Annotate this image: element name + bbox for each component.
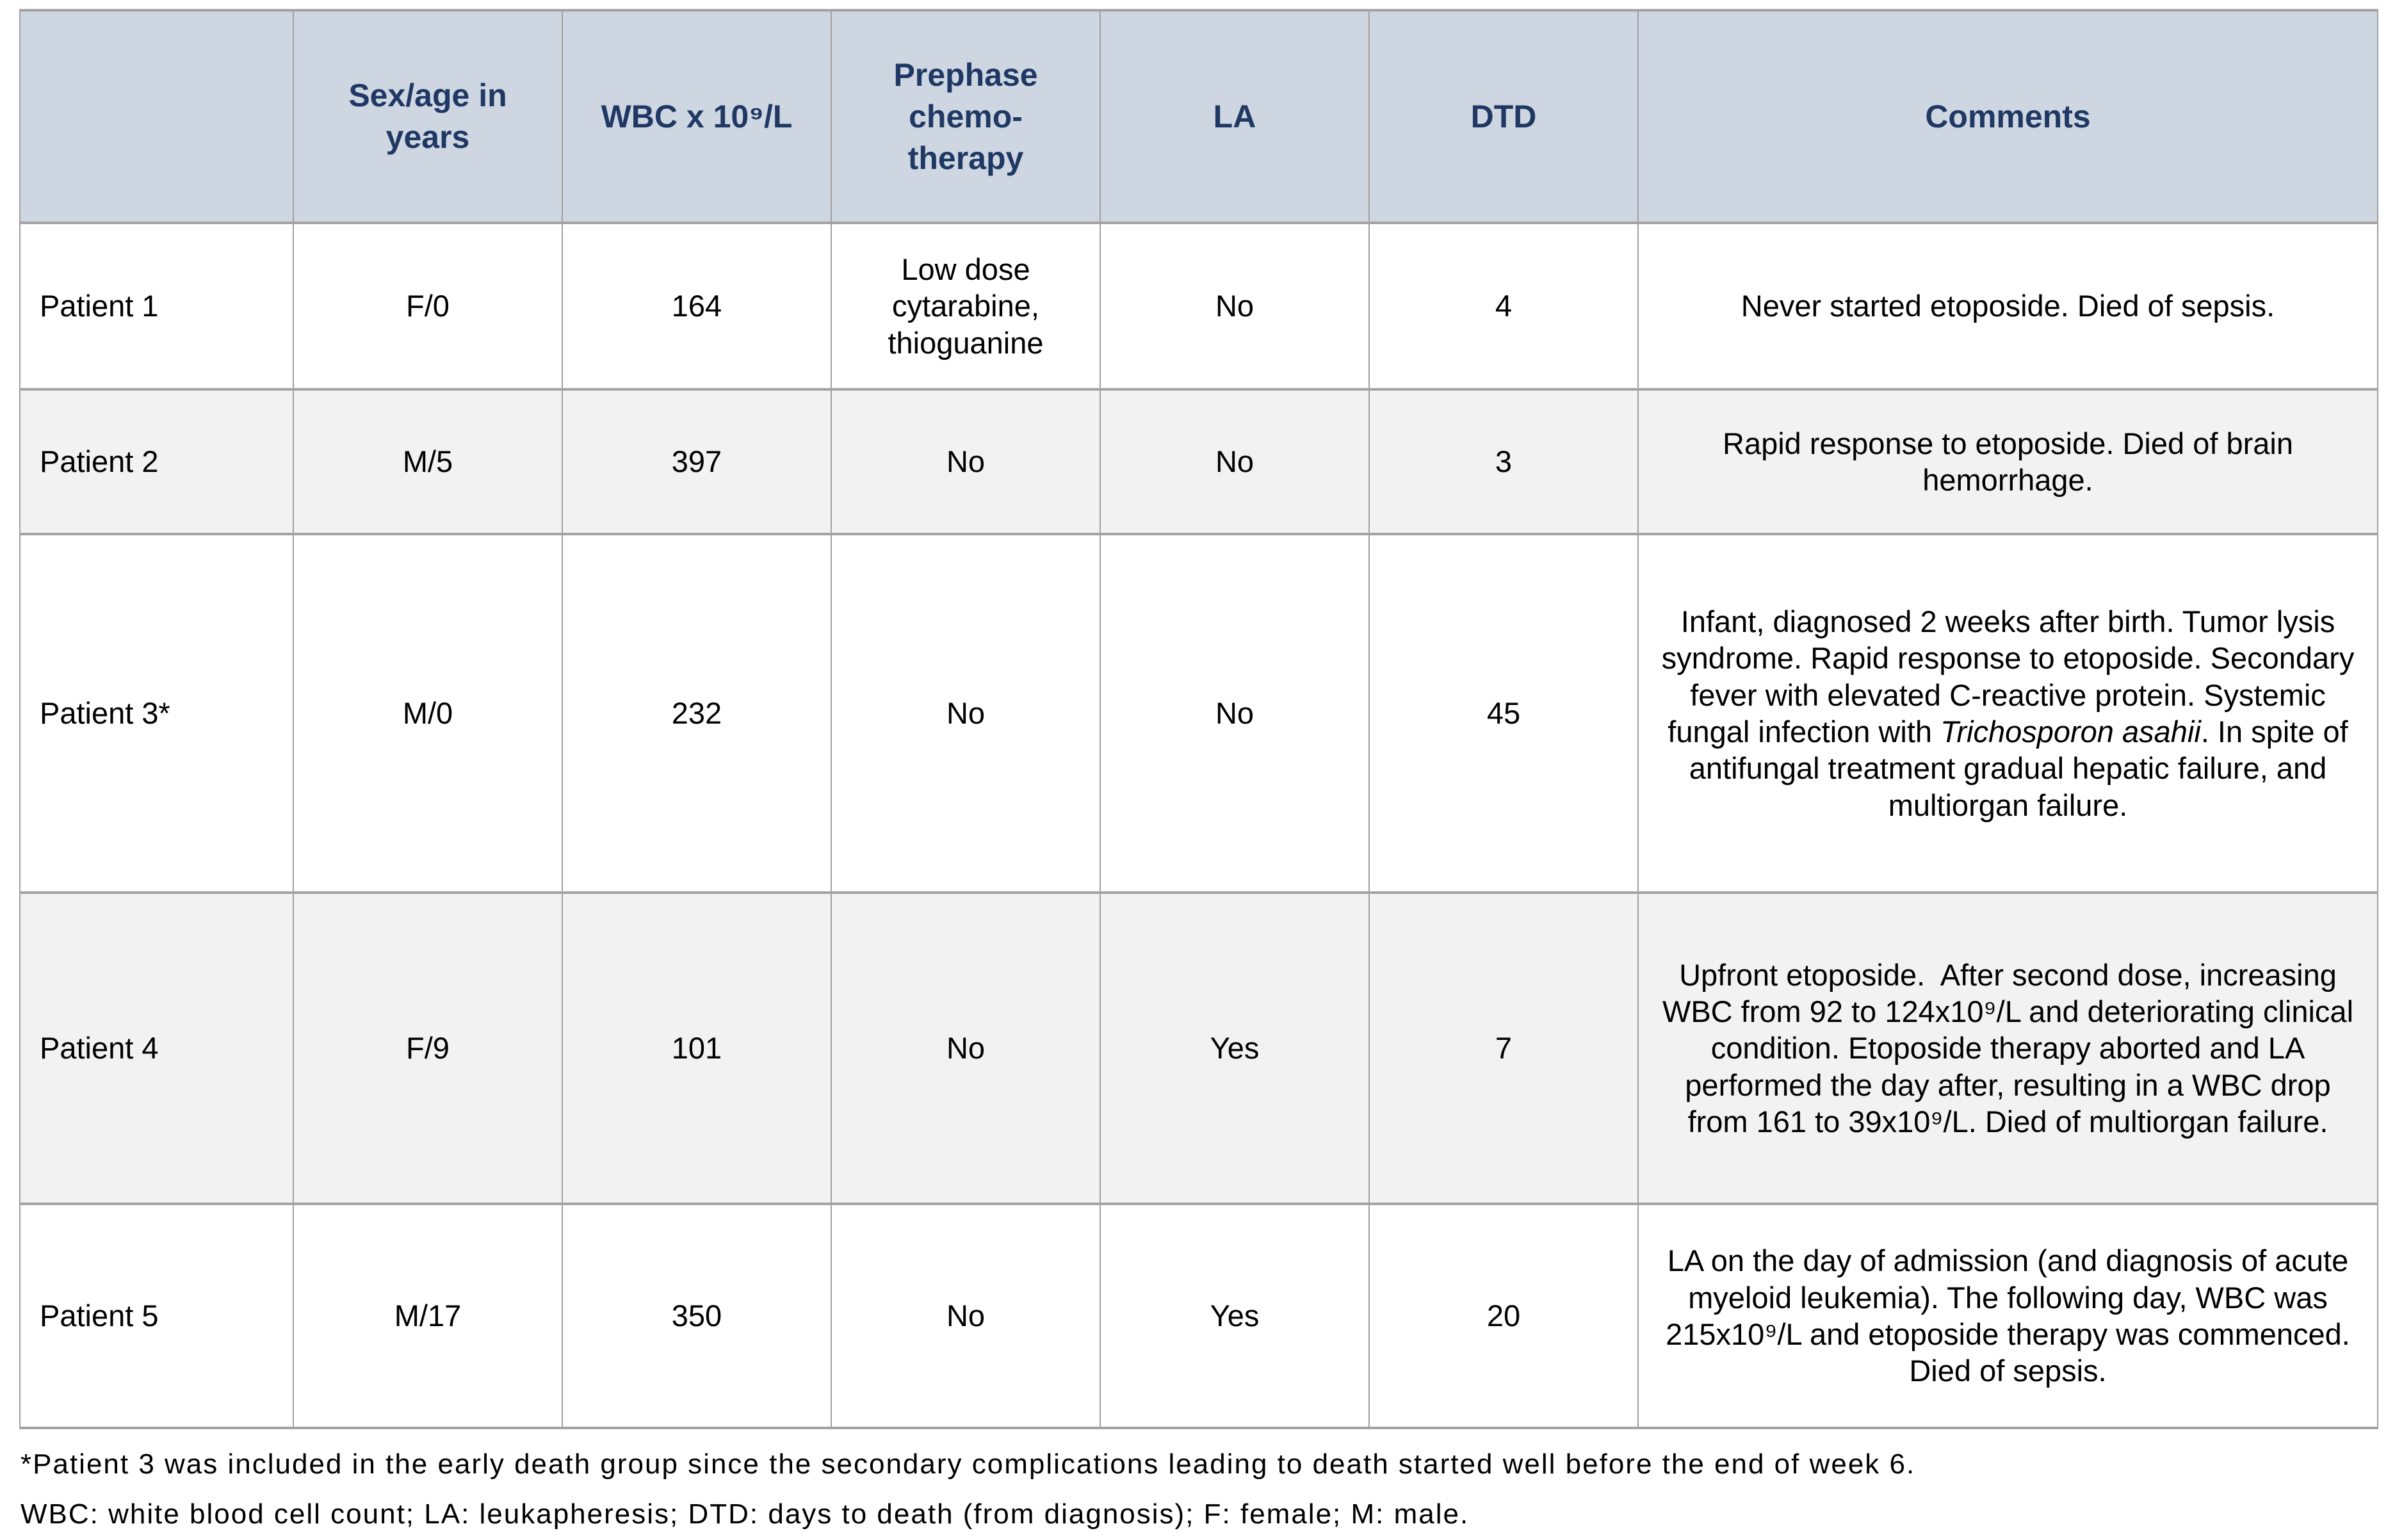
comments-cell: Infant, diagnosed 2 weeks after birth. T… [1637,533,2378,894]
dtd-cell: 4 [1368,222,1639,391]
comments-cell: Upfront etoposide. After second dose, in… [1637,891,2378,1205]
patients-table: Sex/age in years WBC x 10⁹/L Prephase ch… [19,9,2378,1429]
prephase-cell: Low dose cytarabine, thioguanine [831,222,1101,391]
sex-age-cell: M/5 [293,388,563,535]
patient-label-cell: Patient 4 [19,891,294,1205]
table-row-patient-3: Patient 3* M/0 232 No No 45 Infant, diag… [19,533,2378,894]
col-header-dtd: DTD [1368,9,1639,224]
patient-label-cell: Patient 2 [19,388,294,535]
prephase-cell: No [831,388,1101,535]
table-row-patient-1: Patient 1 F/0 164 Low dose cytarabine, t… [19,222,2378,391]
sex-age-cell: M/0 [293,533,563,894]
sex-age-cell: F/0 [293,222,563,391]
la-cell: No [1100,533,1370,894]
la-cell: No [1100,388,1370,535]
patient-label-cell: Patient 1 [19,222,294,391]
patient-label-cell: Patient 3* [19,533,294,894]
la-cell: No [1100,222,1370,391]
comments-cell: Never started etoposide. Died of sepsis. [1637,222,2378,391]
wbc-cell: 232 [562,533,832,894]
header-row: Sex/age in years WBC x 10⁹/L Prephase ch… [19,9,2378,224]
comments-cell: LA on the day of admission (and diagnosi… [1637,1203,2378,1429]
footnote-line-abbreviations: WBC: white blood cell count; LA: leukaph… [20,1498,1470,1530]
dtd-cell: 45 [1368,533,1639,894]
col-header-la: LA [1100,9,1370,224]
comments-cell: Rapid response to etoposide. Died of bra… [1637,388,2378,535]
table-row-patient-2: Patient 2 M/5 397 No No 3 Rapid response… [19,388,2378,535]
wbc-cell: 397 [562,388,832,535]
la-cell: Yes [1100,1203,1370,1429]
table-footnote: *Patient 3 was included in the early dea… [20,1439,2383,1540]
col-header-blank [19,9,294,224]
col-header-sex-age: Sex/age in years [293,9,563,224]
table-row-patient-5: Patient 5 M/17 350 No Yes 20 LA on the d… [19,1203,2378,1429]
sex-age-cell: M/17 [293,1203,563,1429]
dtd-cell: 3 [1368,388,1639,535]
col-header-comments: Comments [1637,9,2378,224]
wbc-cell: 164 [562,222,832,391]
sex-age-cell: F/9 [293,891,563,1205]
col-header-wbc: WBC x 10⁹/L [562,9,832,224]
dtd-cell: 7 [1368,891,1639,1205]
prephase-cell: No [831,1203,1101,1429]
wbc-cell: 101 [562,891,832,1205]
prephase-cell: No [831,891,1101,1205]
col-header-prephase: Prephase chemo- therapy [831,9,1101,224]
footnote-line-asterisk: *Patient 3 was included in the early dea… [20,1448,1916,1480]
wbc-cell: 350 [562,1203,832,1429]
patient-label-cell: Patient 5 [19,1203,294,1429]
prephase-cell: No [831,533,1101,894]
la-cell: Yes [1100,891,1370,1205]
table-row-patient-4: Patient 4 F/9 101 No Yes 7 Upfront etopo… [19,891,2378,1205]
dtd-cell: 20 [1368,1203,1639,1429]
